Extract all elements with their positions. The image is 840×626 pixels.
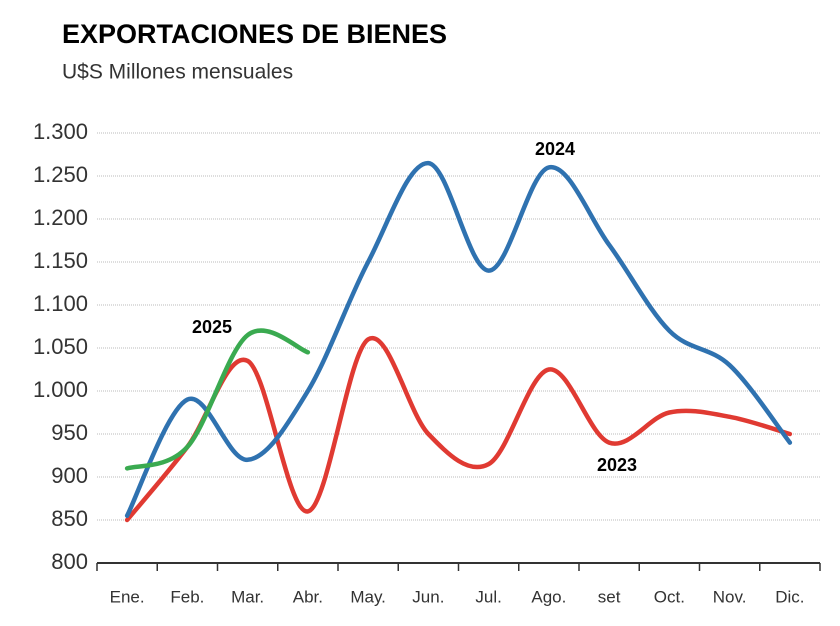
x-tick-label: Jul. (475, 587, 501, 606)
y-tick-label: 900 (51, 463, 88, 488)
series-label: 2024 (535, 139, 575, 159)
x-tick-label: Jun. (412, 587, 444, 606)
x-tick-label: May. (350, 587, 386, 606)
line-series (124, 335, 793, 523)
x-tick-label: Feb. (170, 587, 204, 606)
x-tick-label: Ene. (110, 587, 145, 606)
x-tick-label: Dic. (775, 587, 804, 606)
x-tick-label: Oct. (654, 587, 685, 606)
line-series (124, 328, 311, 471)
y-tick-label: 1.000 (33, 377, 88, 402)
y-tick-label: 1.100 (33, 291, 88, 316)
x-tick-label: set (598, 587, 621, 606)
y-tick-label: 800 (51, 549, 88, 574)
series-label: 2025 (192, 317, 232, 337)
y-tick-label: 950 (51, 420, 88, 445)
y-tick-label: 850 (51, 506, 88, 531)
x-tick-label: Nov. (713, 587, 747, 606)
chart-subtitle: U$S Millones mensuales (62, 61, 293, 84)
y-tick-label: 1.050 (33, 334, 88, 359)
y-tick-label: 1.200 (33, 205, 88, 230)
y-tick-label: 1.300 (33, 119, 88, 144)
chart-title: EXPORTACIONES DE BIENES (62, 19, 447, 49)
x-tick-label: Abr. (293, 587, 323, 606)
line-series (124, 160, 793, 518)
x-tick-label: Ago. (531, 587, 566, 606)
y-tick-label: 1.150 (33, 248, 88, 273)
y-tick-label: 1.250 (33, 162, 88, 187)
x-tick-label: Mar. (231, 587, 264, 606)
series-label: 2023 (597, 455, 637, 475)
